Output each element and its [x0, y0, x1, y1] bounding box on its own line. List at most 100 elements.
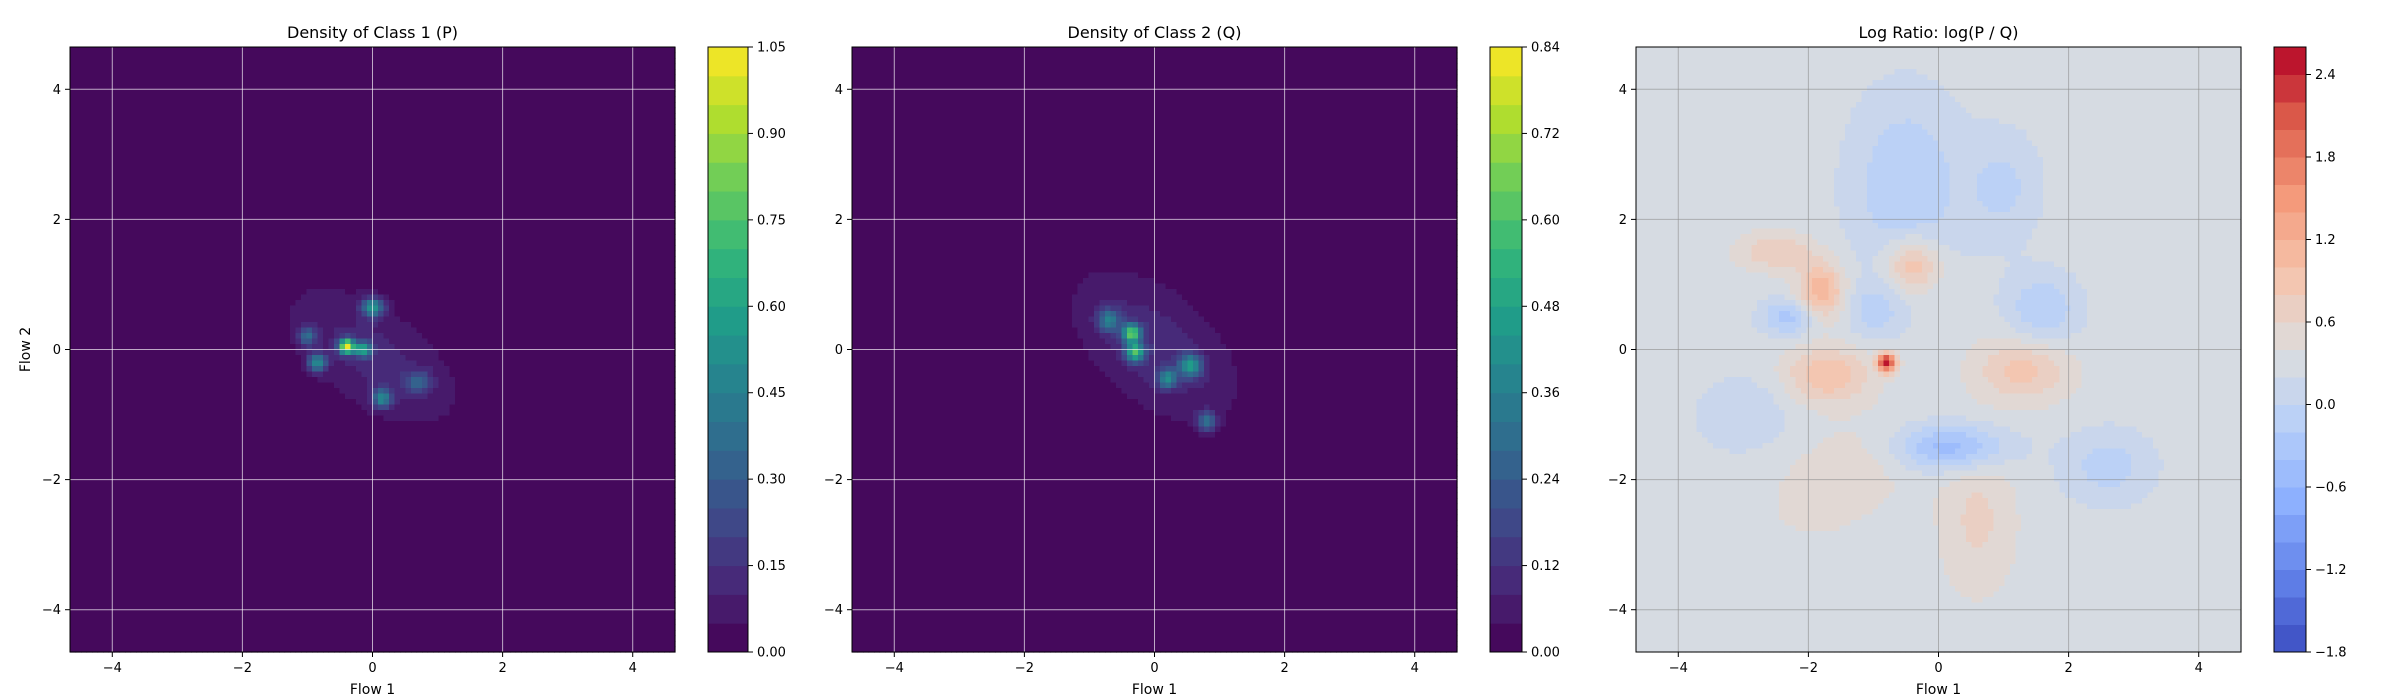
heatmap-cell: [543, 47, 550, 54]
heatmap-cell: [372, 107, 379, 114]
heatmap-cell: [251, 201, 258, 208]
heatmap-cell: [482, 58, 489, 65]
heatmap-cell: [570, 69, 577, 76]
heatmap-cell: [664, 124, 671, 131]
heatmap-cell: [163, 58, 170, 65]
heatmap-cell: [620, 129, 627, 136]
heatmap-cell: [130, 80, 137, 87]
heatmap-cell: [466, 135, 473, 142]
heatmap-cell: [378, 69, 385, 76]
heatmap-cell: [455, 184, 462, 191]
heatmap-cell: [471, 217, 478, 224]
heatmap-cell: [499, 245, 506, 252]
heatmap-cell: [229, 157, 236, 164]
heatmap-cell: [482, 256, 489, 263]
heatmap-cell: [284, 245, 291, 252]
heatmap-cell: [499, 173, 506, 180]
heatmap-cell: [196, 206, 203, 213]
heatmap-cell: [202, 179, 209, 186]
heatmap-cell: [185, 129, 192, 136]
heatmap-cell: [438, 201, 445, 208]
heatmap-cell: [515, 140, 522, 147]
heatmap-cell: [158, 58, 165, 65]
heatmap-cell: [631, 228, 638, 235]
heatmap-cell: [378, 179, 385, 186]
heatmap-cell: [537, 228, 544, 235]
heatmap-cell: [103, 118, 110, 125]
heatmap-cell: [669, 113, 676, 120]
heatmap-cell: [86, 173, 93, 180]
heatmap-cell: [433, 267, 440, 274]
heatmap-cell: [664, 234, 671, 241]
heatmap-cell: [345, 74, 352, 81]
heatmap-cell: [169, 162, 176, 169]
heatmap-cell: [97, 289, 104, 296]
heatmap-cell: [488, 195, 495, 202]
heatmap-cell: [334, 151, 341, 158]
heatmap-cell: [284, 223, 291, 230]
heatmap-cell: [334, 168, 341, 175]
heatmap-cell: [614, 190, 621, 197]
heatmap-cell: [603, 157, 610, 164]
heatmap-cell: [290, 261, 297, 268]
heatmap-cell: [400, 146, 407, 153]
heatmap-cell: [235, 135, 242, 142]
heatmap-cell: [603, 245, 610, 252]
heatmap-cell: [532, 135, 539, 142]
heatmap-cell: [185, 289, 192, 296]
heatmap-cell: [361, 140, 368, 147]
heatmap-cell: [185, 250, 192, 257]
heatmap-cell: [235, 239, 242, 246]
heatmap-cell: [405, 272, 412, 279]
heatmap-cell: [251, 206, 258, 213]
heatmap-cell: [279, 201, 286, 208]
heatmap-cell: [537, 217, 544, 224]
heatmap-cell: [427, 179, 434, 186]
heatmap-cell: [301, 217, 308, 224]
heatmap-cell: [136, 234, 143, 241]
heatmap-cell: [86, 250, 93, 257]
heatmap-cell: [499, 58, 506, 65]
heatmap-cell: [427, 168, 434, 175]
heatmap-cell: [312, 190, 319, 197]
heatmap-cell: [125, 135, 132, 142]
heatmap-cell: [75, 85, 82, 92]
heatmap-cell: [163, 113, 170, 120]
heatmap-cell: [532, 118, 539, 125]
heatmap-cell: [92, 278, 99, 285]
heatmap-cell: [75, 74, 82, 81]
heatmap-cell: [229, 162, 236, 169]
heatmap-cell: [609, 206, 616, 213]
heatmap-cell: [559, 80, 566, 87]
heatmap-cell: [521, 151, 528, 158]
heatmap-cell: [130, 234, 137, 241]
heatmap-cell: [488, 80, 495, 87]
heatmap-cell: [207, 201, 214, 208]
heatmap-cell: [416, 256, 423, 263]
heatmap-cell: [570, 190, 577, 197]
heatmap-cell: [125, 118, 132, 125]
heatmap-cell: [548, 118, 555, 125]
heatmap-cell: [642, 80, 649, 87]
heatmap-cell: [504, 201, 511, 208]
heatmap-cell: [378, 278, 385, 285]
heatmap-cell: [411, 267, 418, 274]
heatmap-cell: [323, 261, 330, 268]
heatmap-cell: [493, 278, 500, 285]
heatmap-cell: [191, 146, 198, 153]
heatmap-cell: [427, 217, 434, 224]
heatmap-cell: [631, 96, 638, 103]
heatmap-cell: [81, 96, 88, 103]
heatmap-cell: [75, 146, 82, 153]
heatmap-cell: [141, 278, 148, 285]
heatmap-cell: [339, 217, 346, 224]
heatmap-cell: [312, 63, 319, 70]
heatmap-cell: [152, 294, 159, 301]
heatmap-cell: [499, 239, 506, 246]
heatmap-cell: [647, 206, 654, 213]
heatmap-cell: [130, 58, 137, 65]
heatmap-cell: [537, 283, 544, 290]
heatmap-cell: [400, 278, 407, 285]
heatmap-cell: [86, 289, 93, 296]
heatmap-cell: [141, 63, 148, 70]
